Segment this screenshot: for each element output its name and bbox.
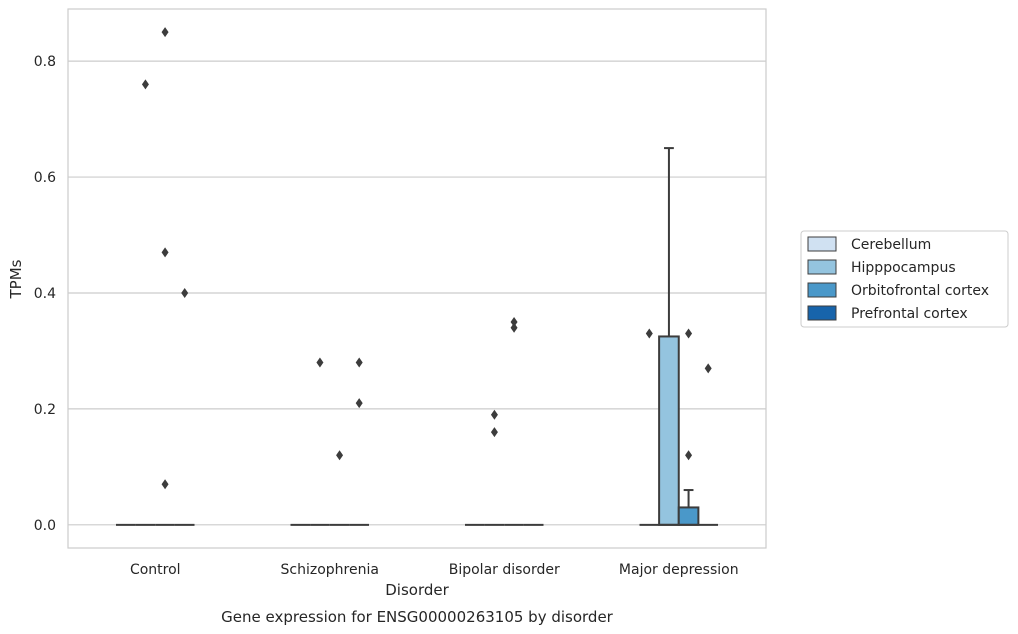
legend-swatch xyxy=(807,305,837,321)
box xyxy=(677,506,700,526)
outlier-point xyxy=(141,79,149,90)
outlier-point xyxy=(645,328,653,339)
y-tick-label: 0.0 xyxy=(34,518,56,534)
x-axis-title: Disorder xyxy=(385,581,449,599)
outlier-point xyxy=(316,357,324,368)
outliers xyxy=(141,27,712,490)
legend-swatch xyxy=(807,259,837,275)
x-tick-label: Schizophrenia xyxy=(281,562,379,578)
outlier-point xyxy=(685,328,693,339)
legend-frame xyxy=(800,230,1009,328)
plot-frame xyxy=(67,8,767,549)
y-tick-label: 0.6 xyxy=(34,170,56,186)
x-tick-label: Bipolar disorder xyxy=(449,562,560,578)
chart-caption: Gene expression for ENSG00000263105 by d… xyxy=(221,608,614,626)
outlier-point xyxy=(161,247,169,258)
x-tick-label: Major depression xyxy=(619,562,739,578)
legend-label: Prefrontal cortex xyxy=(851,306,968,322)
y-tick-label: 0.2 xyxy=(34,402,56,418)
outlier-point xyxy=(510,322,518,333)
outlier-point xyxy=(355,398,363,409)
legend: Cerebellum Hipppocampus Orbitofrontal cort… xyxy=(800,230,1009,328)
box-plot-area xyxy=(115,147,719,526)
outlier-point xyxy=(490,409,498,420)
x-tick-label: Control xyxy=(130,562,181,578)
legend-label: Orbitofrontal cortex xyxy=(851,283,989,299)
legend-swatch xyxy=(807,236,837,252)
outlier-point xyxy=(336,450,344,461)
y-axis-title: TPMs xyxy=(7,259,25,299)
box xyxy=(658,335,680,526)
y-tick-label: 0.8 xyxy=(34,54,56,70)
legend-label: Cerebellum xyxy=(851,237,931,253)
y-axis-ticks: 0.0 0.2 0.4 0.6 0.8 xyxy=(34,54,56,534)
outlier-point xyxy=(161,27,169,38)
outlier-point xyxy=(510,316,518,327)
outlier-point xyxy=(161,479,169,490)
legend-swatch xyxy=(807,282,837,298)
y-tick-label: 0.4 xyxy=(34,286,56,302)
outlier-point xyxy=(181,287,189,298)
outlier-point xyxy=(490,427,498,438)
legend-label: Hipppocampus xyxy=(851,260,956,276)
outlier-point xyxy=(355,357,363,368)
outlier-point xyxy=(704,363,712,374)
outlier-point xyxy=(685,450,693,461)
x-axis-ticks: Control Schizophrenia Bipolar disorder Majo… xyxy=(130,562,739,578)
